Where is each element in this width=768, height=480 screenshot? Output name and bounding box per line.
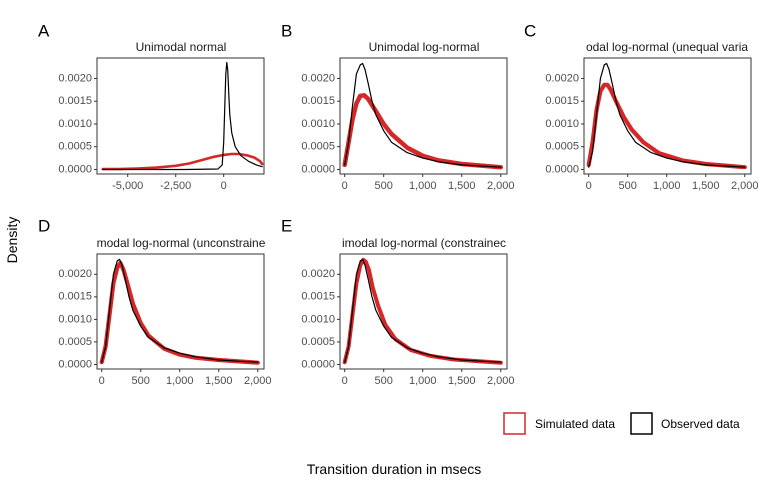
y-tick-label: 0.0005 bbox=[545, 141, 579, 153]
y-tick-label: 0.0015 bbox=[301, 95, 335, 107]
y-tick-label: 0.0015 bbox=[545, 95, 579, 107]
x-tick-label: -2,500 bbox=[160, 180, 191, 192]
series-line-observed bbox=[344, 258, 502, 363]
series-line-simulated bbox=[342, 93, 504, 170]
y-tick-label: 0.0005 bbox=[58, 141, 92, 153]
y-tick-label: 0.0010 bbox=[58, 313, 92, 325]
y-axis-title: Density bbox=[4, 217, 20, 264]
series-line-observed bbox=[102, 61, 263, 171]
y-tick-label: 0.0000 bbox=[301, 163, 335, 175]
panel-frame bbox=[339, 253, 508, 370]
panel-title-c: odal log-normal (unequal varia bbox=[586, 40, 748, 54]
y-tick-label: 0.0015 bbox=[58, 95, 92, 107]
y-tick-label: 0.0010 bbox=[58, 118, 92, 130]
series-line-simulated bbox=[586, 82, 747, 170]
y-tick-label: 0.0010 bbox=[301, 313, 335, 325]
panel-title-e: imodal log-normal (constrainec bbox=[342, 236, 506, 250]
y-tick-label: 0.0020 bbox=[545, 72, 579, 84]
x-tick-label: 500 bbox=[375, 375, 393, 387]
panel-frame bbox=[96, 253, 265, 370]
y-tick-label: 0.0015 bbox=[58, 291, 92, 303]
series-line-observed bbox=[588, 62, 746, 168]
x-axis-title: Transition duration in msecs bbox=[307, 461, 482, 477]
plot-area-e bbox=[342, 257, 503, 365]
panel-frame bbox=[583, 57, 752, 175]
x-tick-label: 1,500 bbox=[692, 180, 720, 192]
x-tick-label: 1,500 bbox=[205, 375, 233, 387]
x-tick-label: 500 bbox=[132, 375, 150, 387]
legend-label-observed: Observed data bbox=[661, 417, 740, 431]
panel-letter-b: B bbox=[281, 21, 292, 40]
x-tick-label: 2,000 bbox=[731, 180, 759, 192]
x-tick-label: 0 bbox=[586, 180, 592, 192]
x-tick-label: 1,000 bbox=[409, 180, 437, 192]
y-tick-label: 0.0005 bbox=[301, 141, 335, 153]
y-tick-label: 0.0015 bbox=[301, 291, 335, 303]
y-tick-label: 0.0020 bbox=[301, 72, 335, 84]
plot-area-a bbox=[101, 61, 264, 171]
panel-frame bbox=[339, 57, 508, 175]
plot-area-b bbox=[342, 62, 504, 170]
panel-title-a: Unimodal normal bbox=[136, 40, 227, 54]
panel-frame bbox=[96, 57, 265, 175]
x-tick-label: 2,000 bbox=[244, 375, 272, 387]
y-tick-label: 0.0020 bbox=[58, 268, 92, 280]
x-tick-label: 500 bbox=[375, 180, 393, 192]
x-tick-label: 1,000 bbox=[166, 375, 194, 387]
series-line-observed bbox=[101, 258, 259, 363]
y-tick-label: 0.0020 bbox=[58, 72, 92, 84]
x-tick-label: 1,500 bbox=[448, 180, 476, 192]
plot-area-d bbox=[99, 258, 260, 365]
panel-title-b: Unimodal log-normal bbox=[369, 40, 480, 54]
x-tick-label: 0 bbox=[99, 375, 105, 387]
legend-key-observed bbox=[630, 412, 653, 435]
x-tick-label: 1,000 bbox=[409, 375, 437, 387]
y-tick-label: 0.0020 bbox=[301, 268, 335, 280]
legend-label-simulated: Simulated data bbox=[535, 417, 615, 431]
x-tick-label: 0 bbox=[342, 375, 348, 387]
series-line-observed bbox=[344, 62, 502, 168]
y-tick-label: 0.0000 bbox=[301, 358, 335, 370]
x-tick-label: 2,000 bbox=[487, 375, 515, 387]
y-tick-label: 0.0005 bbox=[58, 336, 92, 348]
series-line-simulated bbox=[99, 260, 260, 365]
x-tick-label: -5,000 bbox=[112, 180, 143, 192]
series-line-simulated bbox=[342, 257, 503, 365]
panel-letter-e: E bbox=[281, 216, 292, 235]
x-tick-label: 0 bbox=[342, 180, 348, 192]
y-tick-label: 0.0010 bbox=[301, 118, 335, 130]
y-tick-label: 0.0000 bbox=[545, 163, 579, 175]
panel-a: A Unimodal normal 0.0000 0.0005 0.0010 0.0015… bbox=[38, 21, 265, 192]
x-tick-label: 0 bbox=[221, 180, 227, 192]
panel-letter-c: C bbox=[524, 21, 536, 40]
series-line-simulated bbox=[101, 152, 264, 171]
panel-letter-a: A bbox=[38, 21, 50, 40]
y-tick-label: 0.0000 bbox=[58, 163, 92, 175]
legend-item-observed: Observed data bbox=[630, 412, 740, 435]
legend-key-simulated bbox=[503, 412, 526, 435]
legend: Simulated data Observed data bbox=[503, 412, 740, 435]
panel-b: B Unimodal log-normal 0.0000 0.0005 0.0010 0.… bbox=[281, 21, 515, 192]
y-tick-label: 0.0005 bbox=[301, 336, 335, 348]
x-tick-label: 2,000 bbox=[487, 180, 515, 192]
x-tick-label: 1,500 bbox=[448, 375, 476, 387]
y-tick-label: 0.0010 bbox=[545, 118, 579, 130]
x-tick-label: 500 bbox=[619, 180, 637, 192]
panel-title-d: modal log-normal (unconstraine bbox=[97, 236, 266, 250]
legend-item-simulated: Simulated data bbox=[503, 412, 615, 435]
panel-letter-d: D bbox=[38, 216, 50, 235]
y-tick-label: 0.0000 bbox=[58, 358, 92, 370]
plot-area-c bbox=[586, 62, 747, 170]
x-tick-label: 1,000 bbox=[653, 180, 681, 192]
panels: A Unimodal normal 0.0000 0.0005 0.0010 0.0015… bbox=[38, 21, 759, 387]
